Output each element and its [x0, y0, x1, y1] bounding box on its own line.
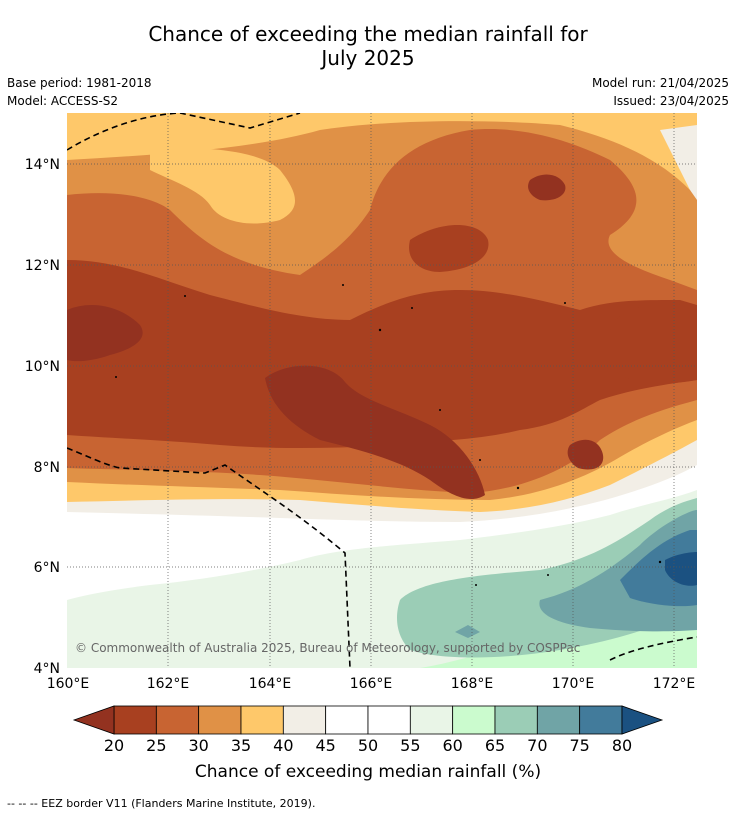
base-period: Base period: 1981-2018 — [7, 76, 152, 90]
colorbar-over-arrow — [621, 705, 664, 735]
colorbar-tick: 45 — [315, 736, 336, 755]
colorbar-segment — [409, 705, 454, 735]
lon-tick-160: 160°E — [47, 676, 90, 692]
lat-ticks: 14°N 12°N 10°N 8°N 6°N 4°N — [25, 157, 60, 677]
lat-tick-8: 8°N — [34, 460, 60, 476]
colorbar — [72, 705, 664, 735]
colorbar-segment — [113, 705, 157, 735]
colorbar-tick: 25 — [146, 736, 167, 755]
colorbar-under-arrow — [72, 705, 115, 735]
colorbar-segment — [240, 705, 284, 735]
contour-35-patch — [150, 148, 295, 224]
colorbar-segment — [282, 705, 327, 735]
islands — [115, 284, 662, 586]
colorbar-segments — [113, 705, 623, 735]
contour-over-80 — [665, 552, 697, 586]
lon-tick-164: 164°E — [249, 676, 292, 692]
colorbar-tick: 20 — [103, 736, 125, 755]
lat-tick-10: 10°N — [25, 359, 60, 375]
lon-tick-170: 170°E — [552, 676, 595, 692]
title-line-1: Chance of exceeding the median rainfall … — [148, 22, 588, 46]
rainfall-map: 14°N 12°N 10°N 8°N 6°N 4°N 160°E 162°E 1… — [25, 113, 697, 692]
contour-75-patch — [455, 625, 480, 638]
issued-date: Issued: 23/04/2025 — [613, 94, 729, 108]
contour-under-20-east — [567, 439, 604, 470]
colorbar-tick: 30 — [188, 736, 209, 755]
meta-left: Base period: 1981-2018 Model: ACCESS-S2 — [7, 74, 152, 110]
colorbar-segment — [198, 705, 242, 735]
contour-20-patch — [409, 225, 489, 272]
lat-tick-6: 6°N — [34, 560, 60, 576]
title-line-2: July 2025 — [321, 46, 415, 70]
colorbar-label: Chance of exceeding median rainfall (%) — [194, 762, 542, 782]
colorbar-segment — [452, 705, 496, 735]
contour-under-20-west — [67, 305, 143, 362]
colorbar-tick: 75 — [569, 736, 590, 755]
graticule — [67, 113, 697, 668]
model-run: Model run: 21/04/2025 — [591, 76, 729, 90]
contour-80 — [620, 530, 697, 607]
lon-tick-166: 166°E — [350, 676, 393, 692]
colorbar-tick: 50 — [357, 736, 379, 755]
lon-tick-172: 172°E — [653, 676, 696, 692]
colorbar-segment — [367, 705, 411, 735]
colorbar-tick: 70 — [527, 736, 548, 755]
footnote: -- -- -- EEZ border V11 (Flanders Marine… — [7, 797, 316, 810]
colorbar-segment — [155, 705, 200, 735]
map-title: Chance of exceeding the median rainfall … — [0, 22, 736, 70]
colorbar-tick: 80 — [611, 736, 633, 755]
colorbar-tick: 60 — [442, 736, 463, 755]
map-contours — [67, 113, 697, 668]
lon-tick-168: 168°E — [451, 676, 494, 692]
colorbar-tick: 40 — [273, 736, 294, 755]
copyright-notice: © Commonwealth of Australia 2025, Bureau… — [75, 641, 581, 655]
colorbar-tick: 35 — [230, 736, 252, 755]
lat-tick-14: 14°N — [25, 157, 60, 173]
colorbar-segment — [579, 705, 623, 735]
lon-ticks: 160°E 162°E 164°E 166°E 168°E 170°E 172°… — [47, 676, 696, 692]
contour-under-20 — [265, 365, 485, 500]
eez-border — [67, 113, 697, 668]
contour-under-20-north — [528, 174, 566, 201]
colorbar-segment — [536, 705, 581, 735]
lat-tick-4: 4°N — [34, 661, 60, 677]
model-name: Model: ACCESS-S2 — [7, 94, 119, 108]
contour-20 — [67, 260, 697, 449]
colorbar-segment — [494, 705, 538, 735]
lon-tick-162: 162°E — [147, 676, 190, 692]
contour-20-east — [608, 303, 697, 384]
colorbar-segment — [325, 705, 369, 735]
colorbar-tick: 55 — [400, 736, 421, 755]
lat-tick-12: 12°N — [25, 258, 60, 274]
meta-right: Model run: 21/04/2025 Issued: 23/04/2025 — [592, 74, 729, 110]
colorbar-tick: 65 — [484, 736, 506, 755]
